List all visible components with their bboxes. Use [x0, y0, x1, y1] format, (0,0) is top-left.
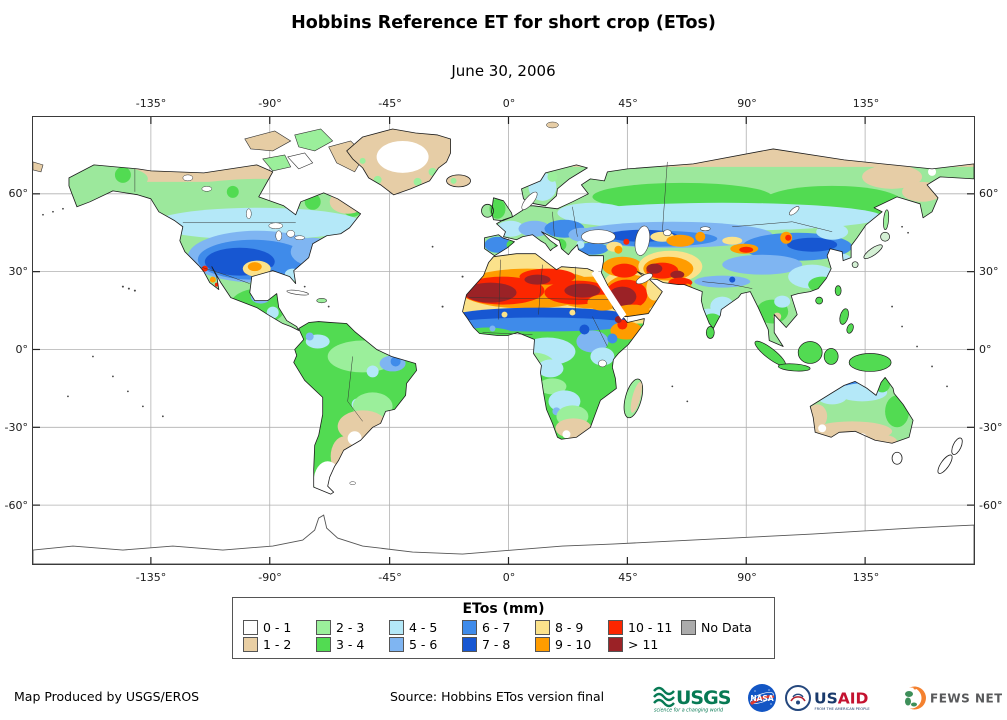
world-map: [33, 117, 974, 564]
lat-tick-label-right: -60°: [979, 499, 1003, 512]
lon-tick-label-top: 90°: [737, 97, 757, 110]
lat-tick-label-right: 30°: [979, 265, 999, 278]
lon-tick-label-bottom: -45°: [378, 571, 402, 584]
legend-item: 0 - 1: [243, 619, 316, 636]
islands: [705, 209, 892, 372]
legend-title: ETos (mm): [462, 601, 545, 617]
continent-antarctica: [33, 514, 974, 564]
legend-swatch: [243, 637, 258, 652]
legend-swatch: [535, 637, 550, 652]
fewsnet-logo: FEWS NET: [900, 686, 1002, 710]
legend-label: > 11: [628, 637, 659, 652]
legend-label: 3 - 4: [336, 637, 365, 652]
legend-item: 6 - 7: [462, 619, 535, 636]
footer-source: Source: Hobbins ETos version final: [390, 689, 605, 704]
legend-label: 7 - 8: [482, 637, 511, 652]
lat-tick-label-left: 0°: [15, 343, 29, 356]
legend-item: 8 - 9: [535, 619, 608, 636]
lat-tick-label-left: 30°: [8, 265, 29, 278]
lon-tick-label-bottom: 45°: [618, 571, 638, 584]
lat-tick-label-right: 0°: [979, 343, 992, 356]
legend-swatch: [462, 620, 477, 635]
legend-item: 4 - 5: [389, 619, 462, 636]
nasa-logo: NASA: [748, 684, 776, 712]
legend-item: 2 - 3: [316, 619, 389, 636]
legend-swatch: [608, 637, 623, 652]
legend-label: 9 - 10: [555, 637, 592, 652]
lat-tick-label-left: -30°: [4, 421, 28, 434]
island-specks: [42, 207, 948, 418]
lat-tick-label-left: 60°: [8, 187, 29, 200]
legend-swatch: [681, 620, 696, 635]
legend-item: 3 - 4: [316, 636, 389, 653]
legend-swatch: [316, 620, 331, 635]
legend-items: 0 - 1 1 - 2 2 - 3 3 - 4 4 - 5 5 - 6 6 - 7 7 - 8…: [233, 617, 774, 653]
logo-row: USGS science for a changing world NASA U…: [652, 682, 1002, 714]
lat-tick-label-right: 60°: [979, 187, 999, 200]
lon-tick-label-top: -45°: [378, 97, 402, 110]
svg-text:USAID: USAID: [814, 690, 869, 708]
svg-text:FROM THE AMERICAN PEOPLE: FROM THE AMERICAN PEOPLE: [815, 707, 871, 711]
madagascar: [623, 378, 644, 419]
legend-swatch: [389, 637, 404, 652]
greenland: [346, 121, 559, 196]
legend-label: 1 - 2: [263, 637, 292, 652]
legend-item: > 11: [608, 636, 681, 653]
lon-tick-label-top: 0°: [502, 97, 516, 110]
usaid-logo: USAID FROM THE AMERICAN PEOPLE: [785, 685, 871, 711]
svg-text:FEWS NET: FEWS NET: [930, 692, 1002, 706]
lon-tick-label-bottom: 135°: [852, 571, 880, 584]
legend-swatch: [608, 620, 623, 635]
legend-item: 1 - 2: [243, 636, 316, 653]
lon-tick-label-top: -135°: [135, 97, 167, 110]
legend-swatch: [462, 637, 477, 652]
legend-label: 6 - 7: [482, 620, 511, 635]
legend-item: No Data: [681, 619, 754, 636]
continent-australia: [809, 376, 963, 474]
legend-swatch: [389, 620, 404, 635]
legend-label: 10 - 11: [628, 620, 673, 635]
legend-label: 2 - 3: [336, 620, 365, 635]
seas: [521, 191, 800, 320]
legend-item: 7 - 8: [462, 636, 535, 653]
usgs-wave-icon: [653, 686, 675, 708]
footer-credit: Map Produced by USGS/EROS: [14, 689, 200, 704]
lon-tick-label-bottom: 0°: [502, 571, 516, 584]
legend-label: 5 - 6: [409, 637, 438, 652]
axis-ticks: [33, 117, 974, 564]
lon-tick-label-bottom: 90°: [737, 571, 757, 584]
svg-text:USGS: USGS: [676, 687, 731, 709]
legend-label: 0 - 1: [263, 620, 292, 635]
legend-label: No Data: [701, 620, 752, 635]
page-title: Hobbins Reference ET for short crop (ETo…: [291, 13, 716, 33]
page-subtitle: June 30, 2006: [451, 62, 556, 80]
legend-box: ETos (mm) 0 - 1 1 - 2 2 - 3 3 - 4 4 - 5 5 - 6…: [232, 597, 775, 659]
usgs-logo: USGS science for a changing world: [653, 686, 732, 714]
lon-tick-label-top: 45°: [618, 97, 638, 110]
lon-tick-label-bottom: -90°: [258, 571, 282, 584]
svg-text:science for a changing world: science for a changing world: [654, 708, 724, 714]
legend-label: 4 - 5: [409, 620, 438, 635]
svg-text:NASA: NASA: [750, 694, 773, 703]
legend-swatch: [316, 637, 331, 652]
continent-south-america: [293, 321, 418, 495]
lon-tick-label-top: -90°: [258, 97, 282, 110]
legend-swatch: [535, 620, 550, 635]
lon-tick-label-bottom: -135°: [135, 571, 167, 584]
continent-north-america: [68, 128, 366, 332]
legend-item: 5 - 6: [389, 636, 462, 653]
lat-tick-label-left: -60°: [4, 499, 28, 512]
legend-swatch: [243, 620, 258, 635]
lon-tick-label-top: 135°: [852, 97, 880, 110]
legend-item: 9 - 10: [535, 636, 608, 653]
lat-tick-label-right: -30°: [979, 421, 1003, 434]
legend-label: 8 - 9: [555, 620, 584, 635]
map-frame: [32, 116, 975, 565]
usaid-seal-icon: [785, 685, 811, 711]
legend-item: 10 - 11: [608, 619, 681, 636]
